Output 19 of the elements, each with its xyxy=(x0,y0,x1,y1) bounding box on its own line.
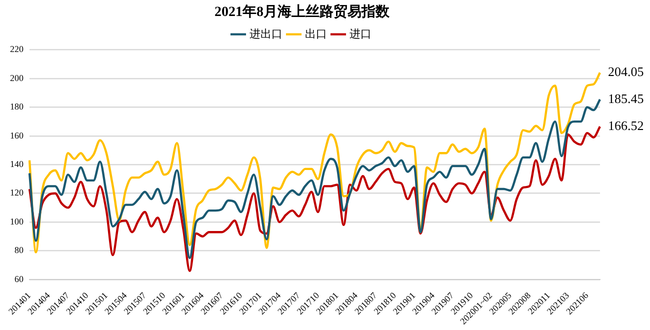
y-tick-label: 220 xyxy=(10,44,24,54)
y-tick-label: 160 xyxy=(10,130,24,140)
y-tick-label: 60 xyxy=(14,274,24,284)
line-series xyxy=(28,72,602,254)
line-series xyxy=(28,98,602,260)
y-tick-label: 120 xyxy=(10,188,24,198)
legend-label: 进出口 xyxy=(249,27,282,40)
legend-label: 进口 xyxy=(349,27,372,40)
line-series xyxy=(28,125,602,272)
data-label: 166.52 xyxy=(608,118,644,133)
data-label: 185.45 xyxy=(608,90,644,106)
y-tick-label: 180 xyxy=(10,102,24,112)
chart-title: 2021年8月海上丝路贸易指数 xyxy=(214,3,390,20)
y-tick-label: 200 xyxy=(10,72,24,83)
legend-label: 出口 xyxy=(304,27,327,40)
y-tick-label: 80 xyxy=(14,245,24,256)
data-label: 204.05 xyxy=(608,64,644,80)
y-tick-label: 140 xyxy=(10,158,24,169)
y-tick-label: 100 xyxy=(10,216,24,226)
